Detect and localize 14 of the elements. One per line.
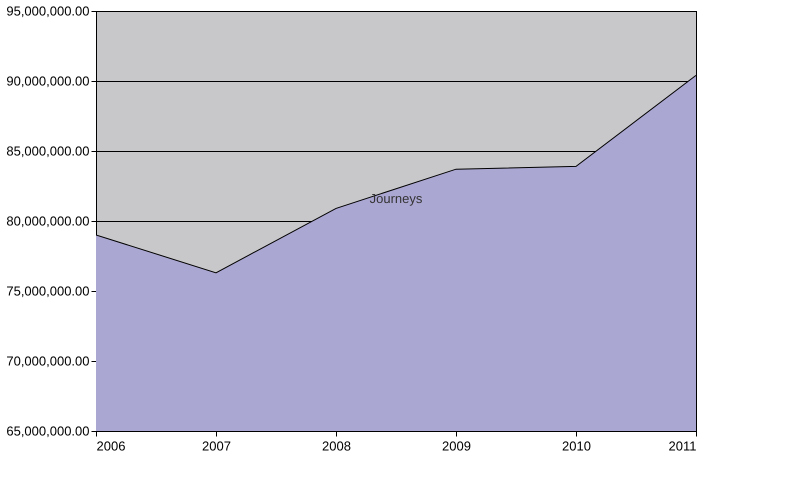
y-tick-label: 95,000,000.00 bbox=[6, 4, 90, 18]
x-tick-label: 2011 bbox=[668, 438, 696, 454]
x-tick-label: 2008 bbox=[322, 438, 351, 454]
x-tick-label: 2007 bbox=[202, 438, 231, 454]
x-tick-label: 2006 bbox=[96, 438, 126, 454]
y-tick-label: 65,000,000.00 bbox=[6, 424, 90, 438]
x-tick-label: 2009 bbox=[442, 438, 471, 454]
y-tick-label: 70,000,000.00 bbox=[6, 354, 90, 368]
x-tick-label: 2010 bbox=[562, 438, 591, 454]
y-tick-label: 90,000,000.00 bbox=[6, 74, 90, 88]
y-tick-label: 80,000,000.00 bbox=[6, 214, 90, 228]
y-tick-label: 75,000,000.00 bbox=[6, 284, 90, 298]
y-tick-label: 85,000,000.00 bbox=[6, 144, 90, 158]
series-label: Journeys bbox=[370, 191, 423, 206]
